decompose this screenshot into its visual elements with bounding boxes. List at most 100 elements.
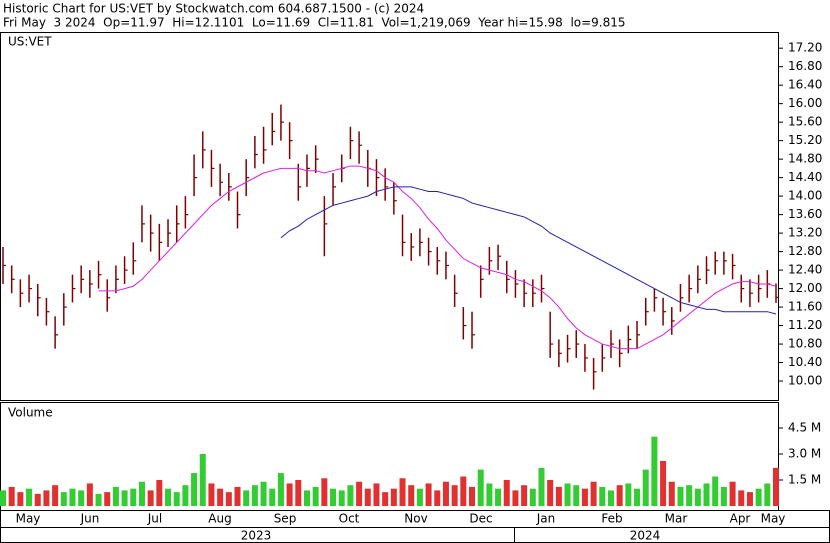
volume-bar [416,488,423,506]
volume-bar [364,488,371,506]
volume-bar [755,488,762,506]
volume-bar [564,483,571,506]
volume-bar [399,478,406,506]
month-label: May [761,512,786,526]
y-tick-label: 11.20 [788,318,822,332]
volume-bar [234,486,241,506]
volume-bar [191,473,198,506]
volume-bar [356,481,363,506]
volume-bar [34,493,41,506]
year-label: 2024 [630,529,661,543]
month-label: Sep [274,512,297,526]
volume-bar [694,488,701,506]
volume-bar [60,492,67,506]
volume-bar [720,486,727,506]
volume-bar [373,483,380,506]
volume-bar [382,492,389,506]
volume-bar [251,485,258,506]
volume-bar [130,488,137,506]
volume-bar [17,492,24,506]
year-label: 2023 [241,529,272,543]
y-tick-label: 14.80 [788,152,822,166]
volume-bar [408,485,415,506]
volume-bar [590,481,597,506]
volume-bar [338,490,345,506]
volume-label: Volume [8,406,53,420]
volume-bar [746,492,753,506]
volume-bar [121,490,128,506]
volume-bar [729,481,736,506]
volume-bar [642,469,649,506]
y-tick-label: 16.80 [788,59,822,73]
volume-bar [477,469,484,506]
volume-bar [686,485,693,506]
volume-bar [555,486,562,506]
volume-bar [312,486,319,506]
volume-bar [442,481,449,506]
volume-bar [69,488,76,506]
y-tick-label: 10.00 [788,374,822,388]
month-label: Apr [730,512,751,526]
volume-bar [625,483,632,506]
y-tick-label: 16.00 [788,96,822,110]
volume-bar [112,486,119,506]
volume-bar [225,492,232,506]
volume-bar [712,476,719,506]
volume-bar [469,486,476,506]
volume-bar [495,488,502,506]
month-label: May [16,512,41,526]
y-tick-label: 13.60 [788,207,822,221]
volume-bar [347,485,354,506]
y-tick-label: 4.5 M [788,421,821,435]
volume-bar [660,460,667,506]
volume-bar [330,488,337,506]
volume-bar [529,488,536,506]
volume-bar [390,488,397,506]
volume-bar [607,490,614,506]
volume-bar [547,480,554,506]
month-label: Nov [404,512,427,526]
header-line: Fri May 3 2024 Op=11.97 Hi=12.1101 Lo=11… [3,16,626,30]
volume-bar [43,490,50,506]
volume-bar [217,488,224,506]
volume-bar [295,480,302,506]
y-tick-label: 10.40 [788,355,822,369]
volume-bar [738,490,745,506]
volume-bar [138,481,145,506]
volume-bar [599,486,606,506]
month-label: Aug [208,512,231,526]
volume-bar [243,490,250,506]
volume-bar [512,490,519,506]
month-label: Feb [601,512,622,526]
y-tick-label: 3.0 M [788,447,821,461]
volume-bar [486,483,493,506]
volume-bar [573,485,580,506]
volume-bar [773,467,779,506]
y-tick-label: 16.40 [788,78,822,92]
volume-bar [165,488,172,506]
volume-bar [425,483,432,506]
moving-average [98,165,777,350]
volume-bar [616,485,623,506]
volume-bar [286,483,293,506]
month-label: Jul [147,512,162,526]
y-tick-label: 14.40 [788,170,822,184]
volume-bar [651,436,658,506]
volume-bar [269,488,276,506]
month-label: Oct [339,512,360,526]
volume-bar [0,490,6,506]
y-tick-label: 15.60 [788,115,822,129]
volume-bar [182,485,189,506]
y-tick-label: 17.20 [788,41,822,55]
y-tick-label: 12.00 [788,281,822,295]
volume-bar [104,492,111,506]
volume-bar [147,490,154,506]
volume-bar [173,492,180,506]
volume-bar [668,481,675,506]
volume-bar [538,467,545,506]
volume-bar [581,488,588,506]
y-tick-label: 10.80 [788,337,822,351]
